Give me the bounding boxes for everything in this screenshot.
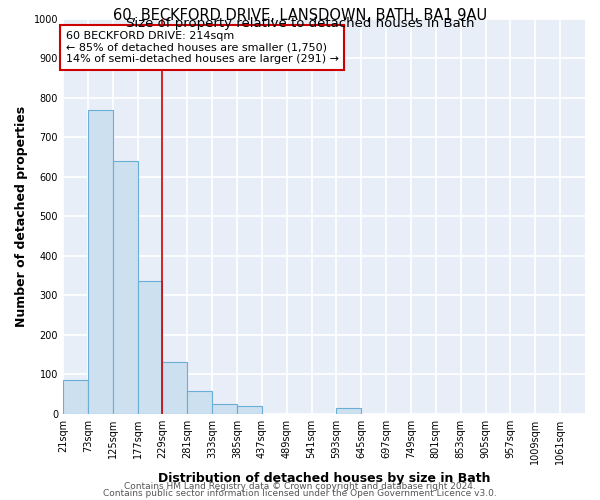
Text: 60, BECKFORD DRIVE, LANSDOWN, BATH, BA1 9AU: 60, BECKFORD DRIVE, LANSDOWN, BATH, BA1 … (113, 8, 487, 22)
Text: Contains public sector information licensed under the Open Government Licence v3: Contains public sector information licen… (103, 489, 497, 498)
Text: 60 BECKFORD DRIVE: 214sqm
← 85% of detached houses are smaller (1,750)
14% of se: 60 BECKFORD DRIVE: 214sqm ← 85% of detac… (65, 31, 338, 64)
Bar (88, 110, 113, 414)
Bar (137, 282, 163, 414)
Bar (63, 380, 88, 414)
Bar (237, 406, 262, 414)
Bar (187, 390, 212, 413)
Text: Contains HM Land Registry data © Crown copyright and database right 2024.: Contains HM Land Registry data © Crown c… (124, 482, 476, 491)
X-axis label: Distribution of detached houses by size in Bath: Distribution of detached houses by size … (158, 472, 490, 485)
Bar (163, 362, 187, 414)
Bar (337, 408, 361, 414)
Y-axis label: Number of detached properties: Number of detached properties (15, 106, 28, 327)
Bar (212, 404, 237, 413)
Text: Size of property relative to detached houses in Bath: Size of property relative to detached ho… (126, 18, 474, 30)
Bar (113, 161, 137, 413)
